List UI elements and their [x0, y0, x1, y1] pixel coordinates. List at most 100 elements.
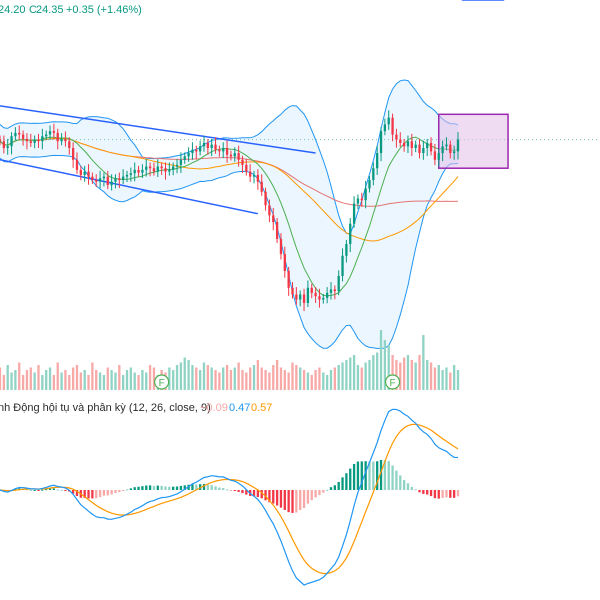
candle-body: [25, 138, 29, 142]
candle-body: [322, 297, 325, 300]
volume-bar: [437, 365, 440, 390]
candle-body: [306, 287, 310, 303]
macd-histogram-bar: [98, 490, 102, 498]
volume-bar: [418, 355, 421, 390]
macd-histogram-bar: [372, 461, 375, 490]
macd-histogram-bar: [114, 490, 117, 493]
candle-body: [14, 132, 17, 137]
macd-histogram-bar: [352, 464, 356, 490]
macd-histogram-bar: [175, 486, 179, 490]
macd-histogram-bar: [368, 461, 371, 490]
volume-bar: [325, 375, 329, 390]
candle-body: [175, 164, 179, 167]
volume-bar: [433, 367, 437, 390]
macd-histogram-bar: [83, 490, 86, 499]
macd-histogram-bar: [41, 489, 44, 491]
candle-body: [356, 198, 360, 204]
macd-histogram-bar: [129, 488, 133, 490]
macd-signal-line: [0, 423, 459, 575]
volume-bar: [37, 365, 40, 390]
volume-bar: [356, 365, 360, 390]
candle-body: [452, 151, 456, 154]
volume-bar: [279, 367, 283, 390]
macd-histogram-bar: [402, 480, 406, 490]
volume-bar: [349, 357, 352, 390]
candle-body: [433, 151, 437, 160]
candle-body: [125, 174, 129, 177]
volume-bar: [21, 375, 25, 390]
candle-body: [368, 180, 371, 189]
macd-histogram-bar: [195, 484, 198, 490]
candle-body: [283, 254, 286, 271]
candle-body: [275, 222, 279, 239]
candle-body: [318, 296, 321, 300]
volume-bar: [241, 370, 244, 390]
macd-histogram-bar: [206, 484, 209, 490]
macd-histogram-bar: [91, 490, 94, 499]
candle-body: [360, 198, 363, 201]
candle-body: [21, 134, 25, 139]
candle-body: [329, 289, 333, 293]
highlight-box[interactable]: [438, 113, 509, 169]
candle-body: [75, 159, 79, 170]
volume-bar: [29, 367, 32, 390]
candle-body: [210, 144, 213, 148]
volume-bar: [333, 367, 336, 390]
candle-body: [229, 154, 233, 157]
candle-body: [426, 142, 429, 148]
volume-bar: [352, 355, 356, 390]
volume-bar: [137, 375, 140, 390]
macd-histogram-bar: [29, 489, 32, 491]
macd-histogram-bar: [225, 489, 229, 491]
macd-histogram-bar: [168, 486, 171, 490]
volume-bar: [87, 375, 90, 390]
macd-histogram-bar: [95, 490, 98, 499]
volume-bar: [129, 367, 133, 390]
macd-histogram-bar: [237, 490, 240, 492]
macd-legend[interactable]: nh Động hội tụ và phân kỳ (12, 26, close…: [0, 402, 272, 414]
macd-histogram-bar: [314, 490, 317, 498]
volume-bar: [95, 370, 98, 390]
candle-body: [268, 205, 271, 216]
moving-averages: [0, 136, 600, 297]
volume-bar: [33, 372, 36, 390]
macd-histogram-bar: [145, 485, 148, 490]
volume-bar: [68, 375, 71, 390]
candle-body: [241, 159, 244, 165]
trendlines[interactable]: [0, 105, 316, 215]
volume-bar: [191, 365, 194, 390]
macd-line: [0, 408, 459, 586]
candle-body: [87, 171, 90, 177]
macd-histogram-bar: [48, 488, 52, 490]
macd-histogram-bar: [325, 489, 329, 491]
volume-bar: [91, 362, 94, 390]
candle-body: [33, 139, 36, 143]
macd-histogram-bar: [318, 490, 321, 496]
macd-histogram-bar: [275, 490, 279, 506]
macd-histogram-bar: [441, 490, 444, 498]
candle-body: [429, 142, 433, 152]
volume-bar: [318, 367, 321, 390]
macd-histogram-bar: [268, 490, 271, 503]
candle-body: [64, 138, 67, 142]
candle-body: [325, 292, 329, 298]
macd-histogram-bar: [106, 490, 109, 496]
volume-bar: [310, 375, 313, 390]
volume-bar: [195, 367, 198, 390]
candle-body: [202, 142, 206, 147]
candle-body: [164, 168, 167, 172]
candle-body: [299, 294, 302, 300]
macd-histogram-bar: [156, 485, 159, 490]
macd-histogram-bar: [310, 490, 313, 501]
candle-body: [133, 169, 136, 174]
macd-histogram-bar: [102, 490, 106, 496]
volume-bar: [79, 372, 82, 390]
macd-histogram-bar: [287, 490, 290, 513]
volume-bar: [60, 372, 63, 390]
macd-histogram-bar: [202, 483, 206, 490]
candle-body: [172, 166, 175, 170]
macd-histogram-bar: [341, 477, 344, 490]
volume-bar: [10, 372, 13, 390]
